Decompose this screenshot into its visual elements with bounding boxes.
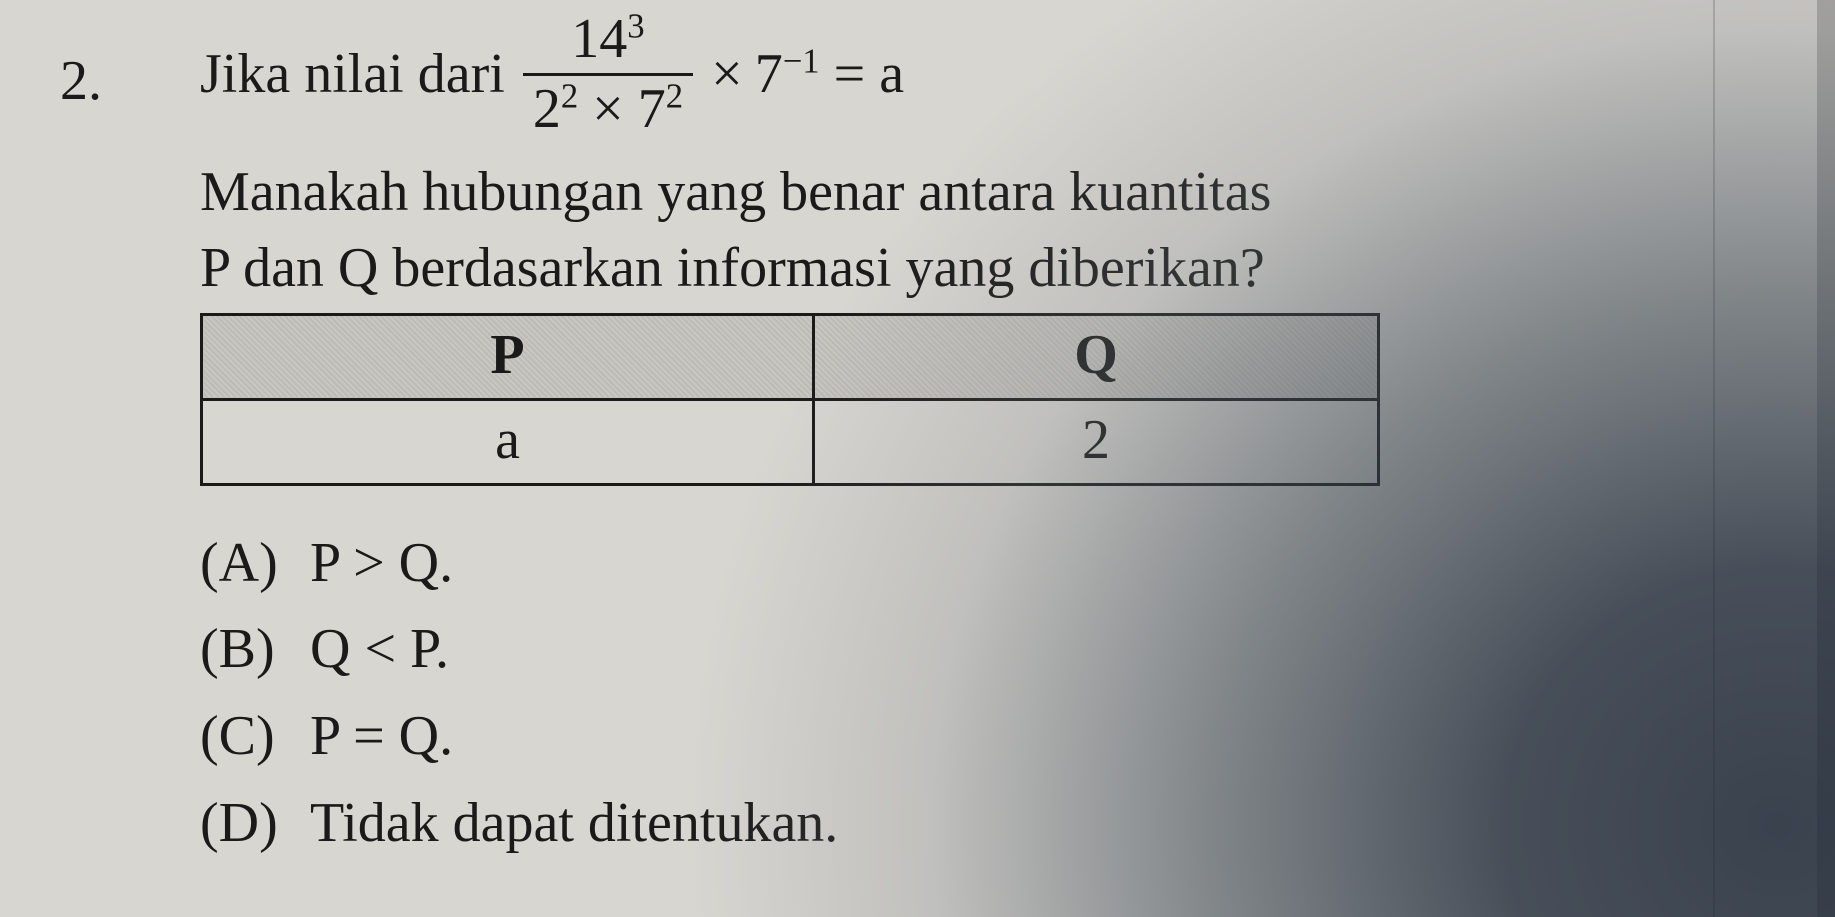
page-edge-shadow [1817, 0, 1835, 917]
equation-line: Jika nilai dari 143 22 × 72 × 7−1 [200, 10, 1775, 139]
choice-b-label: (B) [200, 606, 310, 693]
question-body: Jika nilai dari 143 22 × 72 × 7−1 [200, 10, 1775, 867]
choice-d-text: Tidak dapat ditentukan. [310, 780, 838, 867]
den-b-base: 7 [638, 78, 666, 140]
prompt-line-2: P dan Q berdasarkan informasi yang diber… [200, 233, 1775, 303]
header-q: Q [814, 314, 1379, 399]
equals: = [834, 39, 866, 109]
choice-d: (D) Tidak dapat ditentukan. [200, 780, 1775, 867]
choice-b: (B) Q < P. [200, 606, 1775, 693]
table-header-row: P Q [202, 314, 1379, 399]
table-row: a 2 [202, 399, 1379, 484]
num-exp: 3 [627, 6, 644, 45]
prefix-text: Jika nilai dari [200, 39, 505, 109]
header-p: P [202, 314, 814, 399]
cell-p: a [202, 399, 814, 484]
cell-q: 2 [814, 399, 1379, 484]
fraction-numerator: 143 [561, 10, 654, 69]
right-margin-line [1713, 0, 1715, 917]
rhs-a: a [879, 39, 904, 109]
term2-base: 7 [755, 43, 783, 105]
term2-exp: −1 [783, 42, 820, 81]
den-b-exp: 2 [666, 76, 683, 115]
choice-a-text: P > Q. [310, 520, 453, 607]
choice-d-label: (D) [200, 780, 310, 867]
prompt-line-1: Manakah hubungan yang benar antara kuant… [200, 157, 1775, 227]
question-row: 2. Jika nilai dari 143 22 × 72 × [60, 10, 1775, 867]
den-op: × [592, 78, 624, 140]
choice-b-text: Q < P. [310, 606, 449, 693]
choice-c: (C) P = Q. [200, 693, 1775, 780]
den-a-base: 2 [533, 78, 561, 140]
den-a-exp: 2 [561, 76, 578, 115]
fraction-denominator: 22 × 72 [523, 80, 693, 139]
question-number: 2. [60, 10, 200, 116]
choice-c-label: (C) [200, 693, 310, 780]
term2: 7−1 [755, 39, 820, 109]
num-base: 14 [571, 8, 627, 70]
choice-a: (A) P > Q. [200, 520, 1775, 607]
choices: (A) P > Q. (B) Q < P. (C) P = Q. (D) Tid… [200, 520, 1775, 867]
times-op: × [711, 39, 743, 109]
choice-c-text: P = Q. [310, 693, 453, 780]
pq-table: P Q a 2 [200, 313, 1380, 486]
choice-a-label: (A) [200, 520, 310, 607]
fraction: 143 22 × 72 [523, 10, 693, 139]
page: 2. Jika nilai dari 143 22 × 72 × [0, 0, 1835, 917]
